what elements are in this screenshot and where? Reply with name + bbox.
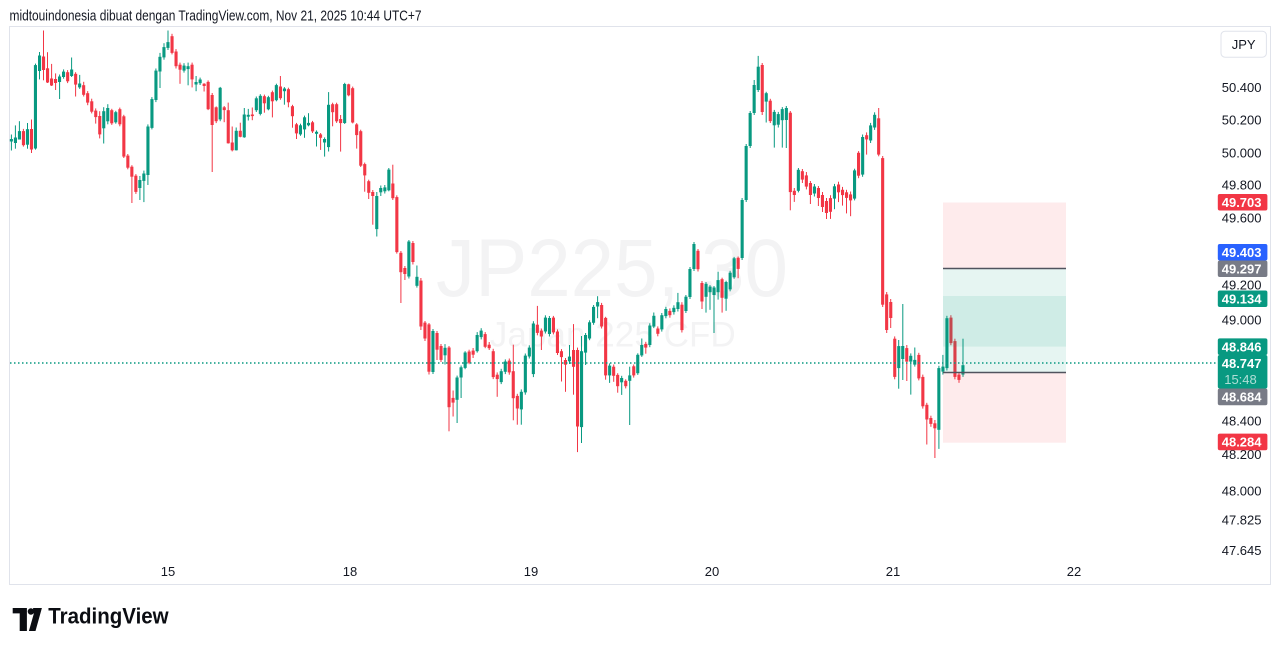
svg-text:midtouindonesia dibuat dengan: midtouindonesia dibuat dengan TradingVie… [10, 9, 422, 25]
svg-text:48.400: 48.400 [1222, 414, 1262, 429]
svg-text:49.000: 49.000 [1222, 313, 1262, 328]
svg-text:49.800: 49.800 [1222, 178, 1262, 193]
svg-text:49.134: 49.134 [1222, 291, 1263, 306]
svg-text:48.846: 48.846 [1222, 339, 1262, 354]
svg-text:50.400: 50.400 [1222, 80, 1262, 95]
svg-text:47.825: 47.825 [1222, 513, 1262, 528]
svg-text:Japan 225 CFD: Japan 225 CFD [490, 316, 736, 355]
svg-text:15: 15 [161, 564, 175, 579]
svg-text:JP225, 30: JP225, 30 [436, 223, 788, 314]
svg-text:19: 19 [524, 564, 538, 579]
svg-text:48.284: 48.284 [1222, 435, 1263, 450]
svg-text:22: 22 [1067, 564, 1081, 579]
svg-text:20: 20 [705, 564, 719, 579]
svg-text:48.200: 48.200 [1222, 447, 1262, 462]
svg-text:49.600: 49.600 [1222, 210, 1262, 225]
svg-text:21: 21 [886, 564, 900, 579]
svg-text:49.200: 49.200 [1222, 278, 1262, 293]
svg-text:50.200: 50.200 [1222, 113, 1262, 128]
svg-text:15:48: 15:48 [1224, 372, 1257, 387]
svg-text:48.684: 48.684 [1222, 390, 1263, 405]
svg-text:18: 18 [343, 564, 357, 579]
svg-text:50.000: 50.000 [1222, 146, 1262, 161]
svg-text:48.747: 48.747 [1222, 356, 1262, 371]
svg-text:TradingView: TradingView [48, 604, 169, 629]
svg-text:49.297: 49.297 [1222, 261, 1262, 276]
svg-text:JPY: JPY [1232, 37, 1256, 52]
svg-text:49.403: 49.403 [1222, 245, 1262, 260]
svg-text:48.000: 48.000 [1222, 484, 1262, 499]
svg-text:47.645: 47.645 [1222, 543, 1262, 558]
svg-text:49.703: 49.703 [1222, 195, 1262, 210]
